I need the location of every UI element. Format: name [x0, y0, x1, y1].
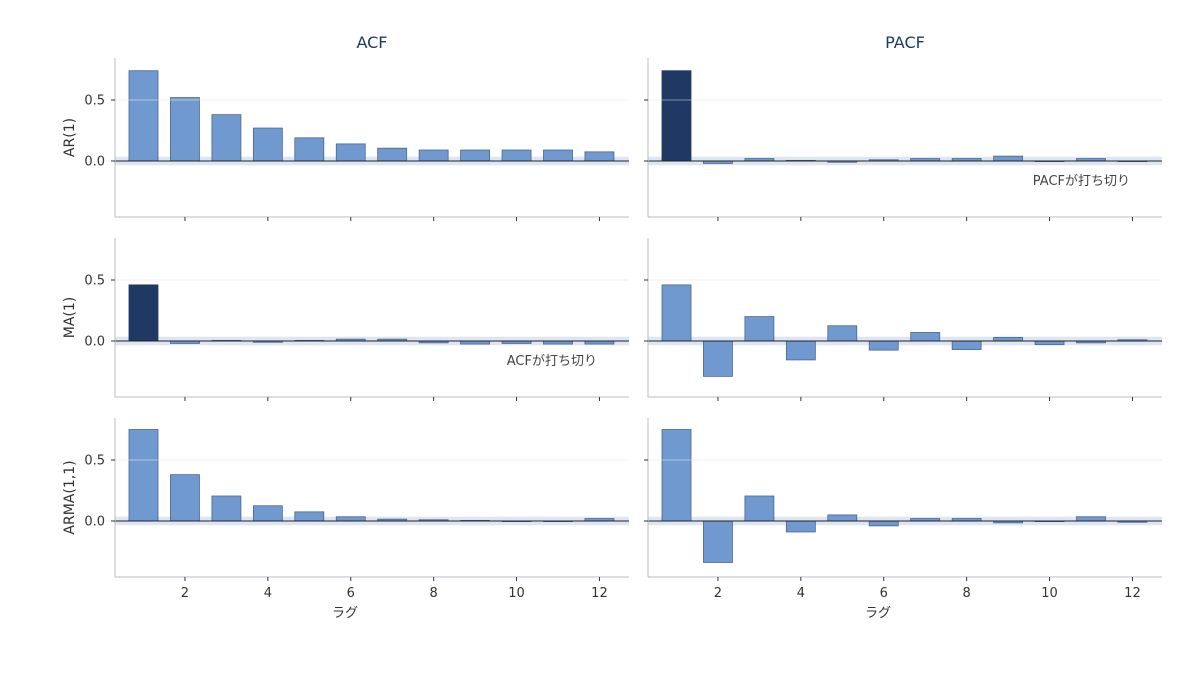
- bar-lag-3: [211, 495, 242, 522]
- x-tick-label: 8: [963, 586, 971, 601]
- annotation-label: ACFが打ち切り: [507, 354, 597, 369]
- bar-lag-1: [128, 284, 159, 342]
- y-tick-label: 0.0: [84, 335, 105, 350]
- bar-lag-1: [128, 70, 159, 162]
- row-label: AR(1): [62, 118, 78, 157]
- bar-lag-8: [951, 340, 982, 350]
- bar-lag-1: [128, 429, 159, 522]
- bar-lag-3: [744, 316, 775, 342]
- x-axis-title: ラグ: [865, 606, 891, 621]
- column-title-acf: ACF: [356, 33, 387, 52]
- bar-lag-2: [170, 474, 200, 522]
- bar-lag-6: [335, 516, 366, 522]
- y-tick-label: 0.5: [84, 274, 105, 289]
- bar-lag-3: [744, 495, 775, 522]
- bar-lag-4: [785, 340, 816, 361]
- x-tick-label: 4: [797, 586, 805, 601]
- x-tick-label: 6: [347, 586, 355, 601]
- bar-lag-4: [252, 505, 283, 522]
- bar-lag-6: [335, 143, 366, 162]
- bar-lag-7: [910, 332, 941, 342]
- bar-lag-11: [543, 149, 573, 162]
- x-tick-label: 12: [1124, 586, 1141, 601]
- bar-lag-9: [993, 155, 1023, 162]
- panel-arma1-1-pacf: 2 4 6 8 10 12 ラグ: [644, 418, 1162, 621]
- x-axis-title: ラグ: [332, 606, 358, 621]
- bar-lag-7: [377, 147, 408, 162]
- bar-lag-12: [584, 151, 615, 162]
- panel-ma1-pacf: [644, 238, 1162, 401]
- y-tick-label: 0.0: [84, 515, 105, 530]
- bar-lag-5: [294, 511, 325, 522]
- y-tick-label: 0.5: [84, 94, 105, 109]
- x-tick-label: 2: [714, 586, 722, 601]
- bar-lag-2: [703, 340, 733, 377]
- bar-lag-3: [211, 114, 242, 162]
- bar-lag-9: [460, 149, 491, 162]
- panel-arma1-1-acf: 0.0 0.5 2 4 6 8 10 12 ラグ ARMA(1,1): [62, 418, 629, 621]
- bar-lag-11: [1076, 516, 1106, 522]
- row-label: ARMA(1,1): [62, 460, 78, 534]
- bar-lag-6: [868, 520, 899, 527]
- x-tick-label: 4: [264, 586, 272, 601]
- bar-lag-10: [501, 149, 532, 162]
- bar-lag-5: [827, 325, 858, 342]
- bar-lag-4: [252, 127, 283, 162]
- bar-lag-2: [170, 97, 200, 162]
- panel-ar1-acf: 0.0 0.5 AR(1): [62, 58, 629, 221]
- bar-lag-1: [661, 70, 692, 162]
- column-title-pacf: PACF: [885, 33, 925, 52]
- row-label: MA(1): [62, 297, 78, 339]
- bar-lag-8: [418, 149, 449, 162]
- panel-ma1-acf: 0.0 0.5 MA(1) ACFが打ち切り: [62, 238, 629, 401]
- y-tick-label: 0.5: [84, 454, 105, 469]
- panel-ar1-pacf: PACFが打ち切り: [644, 58, 1162, 221]
- bar-lag-2: [703, 520, 733, 563]
- bar-lag-5: [827, 514, 858, 522]
- bar-lag-1: [661, 284, 692, 342]
- y-tick-label: 0.0: [84, 155, 105, 170]
- x-tick-label: 10: [1041, 586, 1058, 601]
- bar-lag-5: [294, 137, 325, 162]
- x-tick-label: 10: [508, 586, 525, 601]
- x-tick-label: 12: [591, 586, 608, 601]
- annotation-label: PACFが打ち切り: [1033, 174, 1130, 189]
- bar-lag-6: [868, 340, 899, 351]
- bar-lag-1: [661, 429, 692, 522]
- bar-lag-4: [785, 520, 816, 533]
- x-tick-label: 8: [430, 586, 438, 601]
- x-tick-label: 2: [181, 586, 189, 601]
- x-tick-label: 6: [880, 586, 888, 601]
